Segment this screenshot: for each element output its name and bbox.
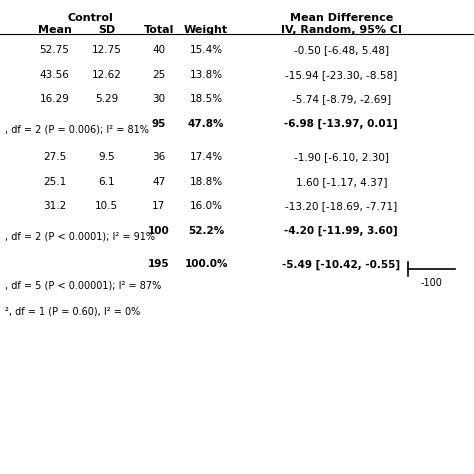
Text: -1.90 [-6.10, 2.30]: -1.90 [-6.10, 2.30] [294,152,389,162]
Text: 31.2: 31.2 [43,201,66,211]
Text: 12.75: 12.75 [91,45,122,55]
Text: 25: 25 [152,70,165,80]
Text: 47: 47 [152,177,165,187]
Text: 40: 40 [152,45,165,55]
Text: 13.8%: 13.8% [190,70,223,80]
Text: 36: 36 [152,152,165,162]
Text: 52.2%: 52.2% [188,226,224,236]
Text: -4.20 [-11.99, 3.60]: -4.20 [-11.99, 3.60] [284,226,398,237]
Text: -6.98 [-13.97, 0.01]: -6.98 [-13.97, 0.01] [284,119,398,129]
Text: -5.49 [-10.42, -0.55]: -5.49 [-10.42, -0.55] [282,259,401,270]
Text: -100: -100 [420,278,442,288]
Text: -13.20 [-18.69, -7.71]: -13.20 [-18.69, -7.71] [285,201,397,211]
Text: 25.1: 25.1 [43,177,66,187]
Text: , df = 2 (P < 0.0001); I² = 91%: , df = 2 (P < 0.0001); I² = 91% [5,232,155,242]
Text: 6.1: 6.1 [98,177,115,187]
Text: , df = 5 (P < 0.00001); I² = 87%: , df = 5 (P < 0.00001); I² = 87% [5,280,161,290]
Text: 27.5: 27.5 [43,152,66,162]
Text: Weight: Weight [184,25,228,35]
Text: IV, Random, 95% CI: IV, Random, 95% CI [281,25,402,35]
Text: Mean Difference: Mean Difference [290,13,393,23]
Text: 100.0%: 100.0% [184,259,228,269]
Text: 16.29: 16.29 [39,94,70,104]
Text: ², df = 1 (P = 0.60), I² = 0%: ², df = 1 (P = 0.60), I² = 0% [5,306,140,316]
Text: Total: Total [144,25,174,35]
Text: 17.4%: 17.4% [190,152,223,162]
Text: 16.0%: 16.0% [190,201,223,211]
Text: SD: SD [98,25,115,35]
Text: -0.50 [-6.48, 5.48]: -0.50 [-6.48, 5.48] [294,45,389,55]
Text: Control: Control [67,13,113,23]
Text: 18.8%: 18.8% [190,177,223,187]
Text: 9.5: 9.5 [98,152,115,162]
Text: 100: 100 [148,226,170,236]
Text: 17: 17 [152,201,165,211]
Text: 95: 95 [152,119,166,129]
Text: 5.29: 5.29 [95,94,118,104]
Text: , df = 2 (P = 0.006); I² = 81%: , df = 2 (P = 0.006); I² = 81% [5,125,149,135]
Text: 47.8%: 47.8% [188,119,225,129]
Text: 1.60 [-1.17, 4.37]: 1.60 [-1.17, 4.37] [295,177,387,187]
Text: 10.5: 10.5 [95,201,118,211]
Text: 30: 30 [152,94,165,104]
Text: Mean: Mean [37,25,72,35]
Text: 43.56: 43.56 [39,70,70,80]
Text: -5.74 [-8.79, -2.69]: -5.74 [-8.79, -2.69] [292,94,391,104]
Text: 12.62: 12.62 [91,70,122,80]
Text: 195: 195 [148,259,170,269]
Text: 15.4%: 15.4% [190,45,223,55]
Text: 18.5%: 18.5% [190,94,223,104]
Text: 52.75: 52.75 [39,45,70,55]
Text: -15.94 [-23.30, -8.58]: -15.94 [-23.30, -8.58] [285,70,397,80]
